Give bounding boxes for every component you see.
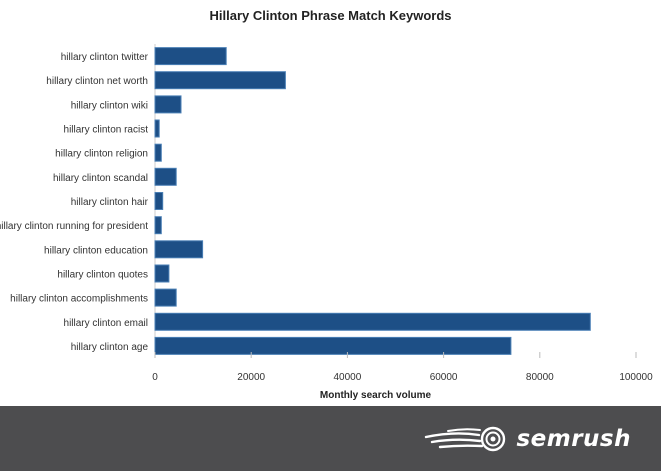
- bar: [154, 312, 591, 331]
- bar: [154, 71, 286, 90]
- category-label: hillary clinton accomplishments: [10, 294, 148, 305]
- category-label: hillary clinton scandal: [53, 173, 148, 184]
- semrush-logo: semrush: [424, 424, 631, 454]
- chart-title: Hillary Clinton Phrase Match Keywords: [209, 8, 452, 23]
- category-label: hillary clinton email: [64, 318, 148, 329]
- category-label: hillary clinton age: [71, 342, 149, 353]
- x-axis-title: Monthly search volume: [320, 390, 432, 401]
- brand-footer: semrush: [0, 406, 661, 471]
- category-label: hillary clinton twitter: [61, 52, 149, 63]
- bar-chart: hillary clinton twitter hillary clinton n…: [0, 44, 653, 401]
- category-label: hillary clinton wiki: [71, 100, 148, 111]
- bar: [154, 167, 177, 186]
- bar: [154, 192, 164, 210]
- category-label: hillary clinton religion: [55, 149, 148, 160]
- category-label: hillary clinton quotes: [57, 270, 148, 281]
- x-tick-label: 60000: [430, 372, 458, 383]
- bar: [154, 143, 162, 162]
- x-tick-label: 0: [152, 372, 158, 383]
- category-label: hillary clinton hair: [71, 197, 149, 208]
- bar: [154, 119, 160, 138]
- bar: [154, 336, 512, 355]
- x-tick-label: 80000: [526, 372, 554, 383]
- semrush-wordmark: semrush: [516, 426, 631, 452]
- bar: [154, 264, 170, 283]
- semrush-fireball-icon: [425, 426, 506, 452]
- x-tick-label: 100000: [619, 372, 653, 383]
- bar: [154, 95, 182, 114]
- x-tick-label: 20000: [237, 372, 265, 383]
- bar: [154, 240, 204, 259]
- category-label: hillary clinton racist: [64, 125, 149, 136]
- category-label: is hillary clinton running for president: [0, 221, 148, 232]
- x-tick-label: 40000: [333, 372, 361, 383]
- bar: [154, 47, 227, 66]
- category-label: hillary clinton education: [44, 245, 148, 256]
- category-label: hillary clinton net worth: [46, 76, 148, 87]
- bar: [154, 216, 162, 235]
- bar: [154, 288, 177, 307]
